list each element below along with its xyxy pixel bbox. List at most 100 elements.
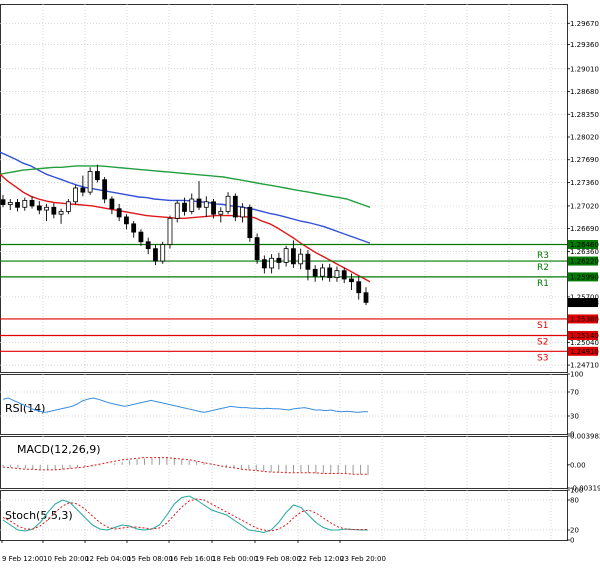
candle-up — [167, 217, 173, 245]
candle-down — [36, 205, 42, 211]
price-axis: 1.29670 1.29360 1.29010 1.28680 1.28350 1.280… — [567, 20, 599, 370]
stoch-tick-label: 0 — [570, 537, 574, 545]
price-tag-label: 1.25380 — [570, 315, 599, 323]
pivot-label: S3 — [537, 353, 548, 363]
candle-up — [334, 270, 340, 278]
stoch-tick-label: 100 — [570, 487, 583, 495]
moving-average-line — [0, 173, 371, 283]
candle-down — [182, 202, 187, 212]
time-tick-label: 15 Feb 08:00 — [127, 555, 173, 563]
candle-up — [160, 244, 166, 262]
pivot-label: R2 — [537, 263, 549, 273]
price-tick-label: 1.28020 — [570, 134, 599, 142]
candle-down — [276, 257, 282, 263]
price-tags: 1.26460 1.26220 1.25990 1.25618 1.25380 1.251… — [568, 240, 599, 356]
rsi-line — [2, 397, 368, 413]
time-tick-label: 22 Feb 12:00 — [298, 555, 344, 563]
price-tag — [568, 346, 598, 356]
macd-tick-label: 0.003982 — [570, 433, 600, 441]
price-tick-label: 1.25040 — [570, 339, 599, 347]
pivot-label: R1 — [537, 279, 549, 289]
candle-down — [124, 216, 129, 225]
price-tag-label: 1.25618 — [570, 299, 599, 307]
time-tick-label: 12 Feb 04:00 — [85, 555, 131, 563]
price-tag-label: 1.25140 — [570, 332, 599, 340]
candle-down — [80, 187, 86, 193]
moving-average-line — [0, 165, 371, 208]
candle-down — [29, 200, 35, 207]
pivot-label: S1 — [537, 321, 548, 331]
candle-down — [109, 198, 115, 210]
candle-up — [7, 202, 13, 205]
candle-down — [138, 231, 144, 243]
candle-down — [102, 179, 108, 200]
macd-tick-label: -0.003195 — [570, 485, 600, 493]
grid — [0, 4, 568, 541]
candle-up — [218, 211, 224, 215]
candle-up — [203, 201, 209, 208]
price-tick-label: 1.27360 — [570, 179, 599, 187]
pivot-label: S2 — [537, 337, 548, 347]
candle-up — [58, 211, 64, 215]
macd-tick-label: 0.00 — [570, 461, 586, 469]
rsi-tick-label: 30 — [570, 413, 579, 421]
candle-down — [312, 268, 318, 277]
candle-down — [363, 292, 369, 303]
candle-up — [283, 248, 289, 263]
moving-averages — [0, 151, 371, 283]
stoch-tick-label: 20 — [570, 527, 579, 535]
price-tick-label: 1.25700 — [570, 293, 599, 301]
candle-down — [145, 241, 151, 250]
stoch-signal-line — [2, 498, 368, 532]
price-tick-label: 1.29670 — [570, 20, 599, 28]
stoch-panel: 100 80 20 0 — [0, 487, 583, 545]
pivot-label: R3 — [537, 251, 549, 261]
panel-frame — [0, 490, 568, 541]
candle-down — [131, 223, 137, 233]
candle-down — [196, 198, 202, 208]
candlesticks — [0, 164, 369, 306]
time-tick-label: 10 Feb 20:00 — [43, 555, 89, 563]
price-tag — [568, 272, 598, 282]
time-tick-label: 9 Feb 12:00 — [2, 555, 43, 563]
stoch-tick-label: 80 — [570, 497, 579, 505]
price-tag-label: 1.26220 — [570, 258, 599, 266]
candle-down — [51, 206, 57, 215]
price-tag — [568, 314, 598, 324]
time-tick-label: 18 Feb 00:00 — [212, 555, 258, 563]
panel-frame — [0, 374, 568, 435]
pivot-levels: R3 R2 R1 S1 S2 S3 — [0, 243, 567, 363]
macd-panel: 0.003982 0.00 -0.003195 — [2, 433, 600, 493]
price-tag-label: 1.24910 — [570, 348, 599, 356]
candle-up — [189, 198, 195, 212]
candle-down — [232, 195, 238, 218]
time-tick-label: 19 Feb 08:00 — [255, 555, 301, 563]
stoch-main-line — [2, 495, 368, 534]
candle-down — [153, 248, 158, 262]
candle-down — [341, 270, 347, 280]
candle-up — [320, 267, 325, 277]
price-tick-label: 1.28680 — [570, 88, 599, 96]
candle-up — [65, 201, 71, 212]
candle-up — [225, 195, 231, 212]
macd-signal-line — [2, 457, 368, 475]
moving-average-line — [0, 151, 371, 244]
rsi-title: RSI(14) — [5, 402, 45, 415]
macd-title: MACD(12,26,9) — [17, 443, 101, 456]
time-tick-label: 16 Feb 16:00 — [169, 555, 215, 563]
price-tag — [568, 240, 598, 250]
candle-down — [254, 237, 260, 261]
candle-up — [44, 206, 49, 211]
stoch-title: Stoch(5,5,3) — [5, 509, 73, 522]
candle-down — [349, 278, 354, 283]
time-tick-label: 23 Feb 20:00 — [340, 555, 386, 563]
price-tick-label: 1.29010 — [570, 65, 599, 73]
price-tag — [568, 256, 598, 266]
candle-down — [211, 201, 216, 215]
candle-down — [327, 267, 333, 278]
candle-down — [15, 202, 20, 208]
candle-up — [298, 253, 304, 265]
candle-up — [269, 257, 275, 269]
